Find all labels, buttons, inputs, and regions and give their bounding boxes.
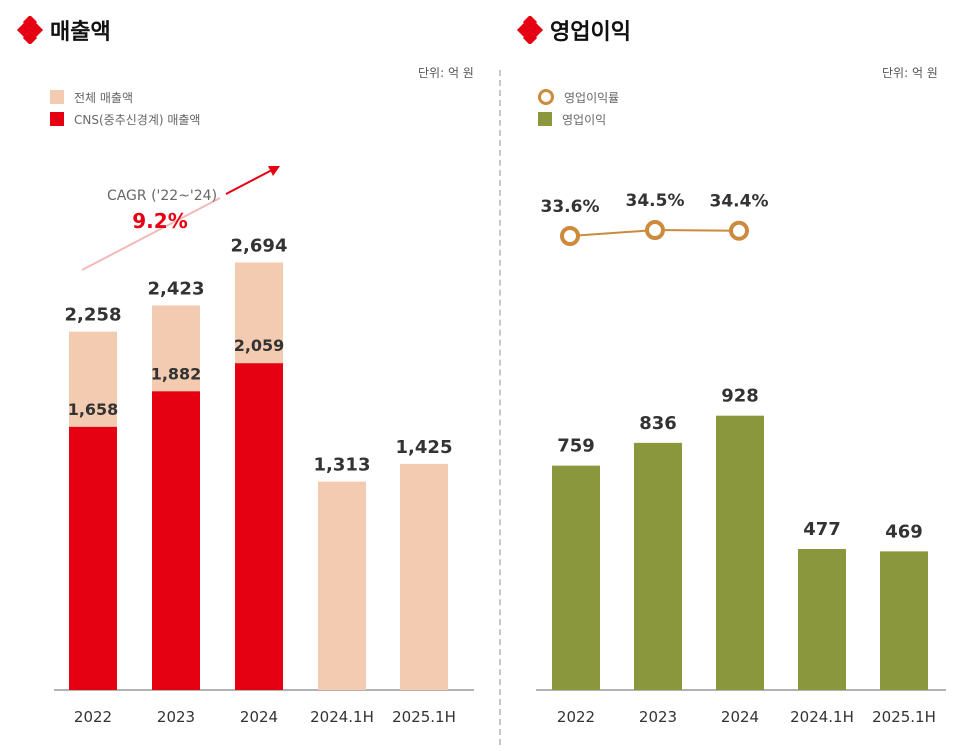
margin-ring-icon xyxy=(538,89,554,105)
total-swatch-icon xyxy=(50,90,64,104)
x-tick-label: 2023 xyxy=(639,708,677,726)
legend-label-total: 전체 매출액 xyxy=(74,90,134,105)
cagr-arrow xyxy=(225,169,273,195)
cns-revenue-label: 2,059 xyxy=(234,336,285,355)
cns-swatch-icon xyxy=(50,112,64,126)
profit-margin-point xyxy=(645,220,665,241)
profit-title: 영업이익 xyxy=(550,20,631,45)
legend-label-profit: 영업이익 xyxy=(562,112,607,127)
profit-margin-label: 34.4% xyxy=(710,192,769,212)
total-revenue-label: 1,425 xyxy=(396,437,453,458)
cagr-arrow-faded xyxy=(81,197,221,271)
panel-divider xyxy=(499,70,501,745)
total-revenue-bar xyxy=(318,481,366,690)
revenue-title: 매출액 xyxy=(50,20,111,45)
legend-item-margin: 영업이익률 xyxy=(538,86,619,108)
operating-profit-label: 928 xyxy=(721,386,759,407)
revenue-title-wrap: 매출액 xyxy=(16,14,111,46)
legend-item-total: 전체 매출액 xyxy=(50,86,200,108)
profit-title-wrap: 영업이익 xyxy=(516,14,631,46)
total-revenue-bar xyxy=(400,463,448,690)
cns-revenue-bar xyxy=(235,363,283,690)
legend-item-cns: CNS(중추신경계) 매출액 xyxy=(50,108,200,130)
total-revenue-label: 2,423 xyxy=(148,278,205,299)
operating-profit-bar xyxy=(880,551,928,690)
operating-profit-bar xyxy=(798,548,846,690)
total-revenue-label: 1,313 xyxy=(314,455,371,476)
revenue-legend: 전체 매출액 CNS(중추신경계) 매출액 xyxy=(50,86,200,130)
x-tick-label: 2023 xyxy=(157,708,195,726)
profit-margin-point xyxy=(729,220,749,241)
profit-legend: 영업이익률 영업이익 xyxy=(538,86,619,130)
cns-revenue-label: 1,658 xyxy=(68,400,119,419)
cns-revenue-bar xyxy=(152,391,200,690)
revenue-chart: CAGR ('22~'24) 9.2% 2,258 1,658 2022 2,423 1… xyxy=(54,166,474,726)
operating-profit-bar xyxy=(552,465,600,690)
profit-margin-point xyxy=(560,226,580,246)
operating-profit-label: 477 xyxy=(803,519,841,540)
operating-profit-label: 759 xyxy=(557,436,595,457)
x-tick-label: 2022 xyxy=(557,708,595,726)
profit-unit-label: 단위: 억 원 xyxy=(882,66,938,80)
operating-profit-label: 836 xyxy=(639,413,677,434)
x-tick-label: 2022 xyxy=(74,708,112,726)
legend-label-margin: 영업이익률 xyxy=(564,90,620,105)
x-tick-label: 2024.1H xyxy=(790,708,854,726)
profit-chart: 759 2022 836 2023 928 2024 477 2024.1H 469 2025.1… xyxy=(536,191,946,726)
x-tick-label: 2025.1H xyxy=(872,708,936,726)
operating-profit-panel: 영업이익 단위: 억 원 영업이익률 영업이익 759 2022 836 2023 92… xyxy=(500,0,966,751)
cns-revenue-bar xyxy=(69,426,117,690)
cagr-arrowhead-icon xyxy=(268,166,280,176)
x-tick-label: 2024.1H xyxy=(310,708,374,726)
revenue-unit-label: 단위: 억 원 xyxy=(418,66,474,80)
operating-profit-bar xyxy=(634,442,682,690)
legend-item-profit: 영업이익 xyxy=(538,108,619,130)
diamond-logo-icon-2 xyxy=(516,16,544,44)
profit-margin-label: 33.6% xyxy=(541,197,600,217)
total-revenue-label: 2,258 xyxy=(65,305,122,326)
revenue-panel: 매출액 단위: 억 원 전체 매출액 CNS(중추신경계) 매출액 CAGR (… xyxy=(16,14,474,726)
legend-label-cns: CNS(중추신경계) 매출액 xyxy=(74,112,201,127)
profit-swatch-icon xyxy=(538,112,552,126)
cagr-value: 9.2% xyxy=(132,209,187,233)
operating-profit-label: 469 xyxy=(885,521,923,542)
cns-revenue-label: 1,882 xyxy=(151,364,202,383)
x-tick-label: 2024 xyxy=(240,708,278,726)
cagr-label: CAGR ('22~'24) xyxy=(107,188,217,204)
operating-profit-bar xyxy=(716,415,764,690)
profit-margin-label: 34.5% xyxy=(626,191,685,211)
diamond-logo-icon xyxy=(16,16,44,44)
x-tick-label: 2024 xyxy=(721,708,759,726)
x-tick-label: 2025.1H xyxy=(392,708,456,726)
total-revenue-label: 2,694 xyxy=(231,235,288,256)
